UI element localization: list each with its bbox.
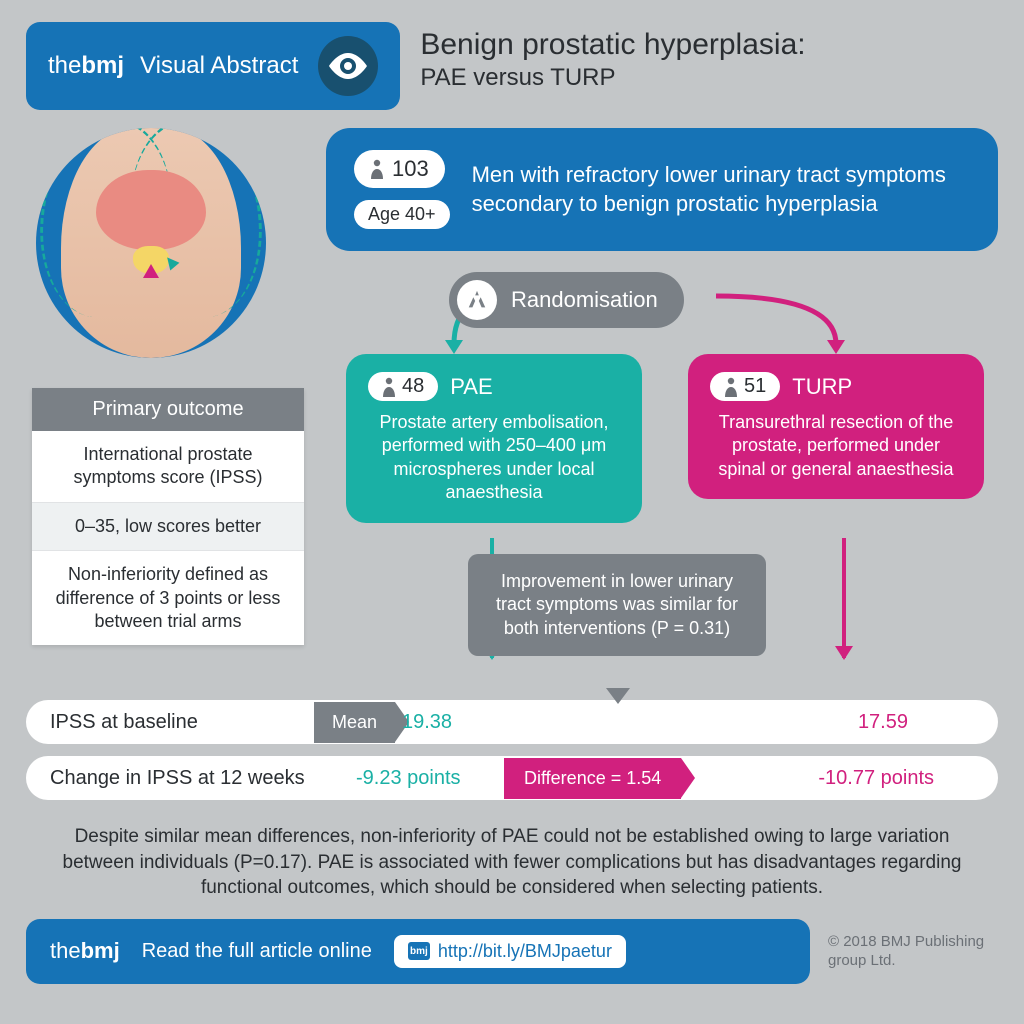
bmj-logo: thebmj [48,52,124,80]
footer-url: http://bit.ly/BMJpaetur [438,941,612,962]
eye-icon [318,36,378,96]
outcome-row-1: International prostate symptoms score (I… [32,431,304,503]
outcome-row-2: 0–35, low scores better [32,503,304,551]
footer-row: thebmj Read the full article online bmj … [26,919,998,984]
arm-turp-n-pill: 51 [710,372,780,401]
arm-pae-n-pill: 48 [368,372,438,401]
baseline-pae-value: 19.38 [402,711,452,734]
outcome-header: Primary outcome [32,388,304,431]
conclusion-text: Despite similar mean differences, non-in… [26,812,998,919]
results-section: IPSS at baseline Mean 19.38 17.59 Change… [26,700,998,800]
footer-badge: thebmj Read the full article online bmj … [26,919,810,984]
bmj-square-icon: bmj [408,942,430,960]
title-block: Benign prostatic hyperplasia: PAE versus… [420,22,998,92]
footer-read-text: Read the full article online [142,940,372,963]
diagram-area: 103 Age 40+ Men with refractory lower ur… [26,128,998,688]
title-sub: PAE versus TURP [420,64,998,92]
difference-tag: Difference = 1.54 [504,758,681,799]
arm-box-pae: 48 PAE Prostate artery embolisation, per… [346,354,642,523]
population-box: 103 Age 40+ Men with refractory lower ur… [326,128,998,251]
baseline-turp-value: 17.59 [858,711,908,734]
down-arrow-turp [842,538,846,658]
arm-turp-desc: Transurethral resection of the prostate,… [710,411,962,481]
change-turp-value: -10.77 points [818,767,934,790]
arm-turp-name: TURP [792,374,852,400]
anatomy-illustration [36,128,266,358]
result-row-change: Change in IPSS at 12 weeks -9.23 points … [26,756,998,800]
arm-box-turp: 51 TURP Transurethral resection of the p… [688,354,984,499]
result-row-baseline: IPSS at baseline Mean 19.38 17.59 [26,700,998,744]
bmj-badge: thebmj Visual Abstract [26,22,400,110]
population-age-pill: Age 40+ [354,200,450,229]
change-pae-value: -9.23 points [356,767,461,790]
mean-tag: Mean [314,702,395,743]
randomisation-pill: Randomisation [449,272,684,328]
copyright-text: © 2018 BMJ Publishing group Ltd. [828,932,998,971]
header-row: thebmj Visual Abstract Benign prostatic … [26,22,998,110]
primary-outcome-box: Primary outcome International prostate s… [32,388,304,645]
arm-pae-desc: Prostate artery embolisation, performed … [368,411,620,505]
visual-abstract-label: Visual Abstract [140,52,298,80]
randomisation-icon [457,280,497,320]
improvement-box: Improvement in lower urinary tract sympt… [468,554,766,656]
person-icon [724,377,738,397]
change-label: Change in IPSS at 12 weeks [50,767,350,790]
person-icon [382,377,396,397]
footer-logo: thebmj [50,938,120,964]
improvement-tail [606,688,630,704]
arm-pae-name: PAE [450,374,492,400]
outcome-speech-tail [66,626,94,644]
baseline-label: IPSS at baseline [50,711,320,734]
population-desc: Men with refractory lower urinary tract … [472,161,970,218]
footer-url-pill[interactable]: bmj http://bit.ly/BMJpaetur [394,935,626,968]
population-n-pill: 103 [354,150,445,188]
title-main: Benign prostatic hyperplasia: [420,28,998,62]
flow-arrow-turp [716,296,866,366]
person-icon [370,159,384,179]
